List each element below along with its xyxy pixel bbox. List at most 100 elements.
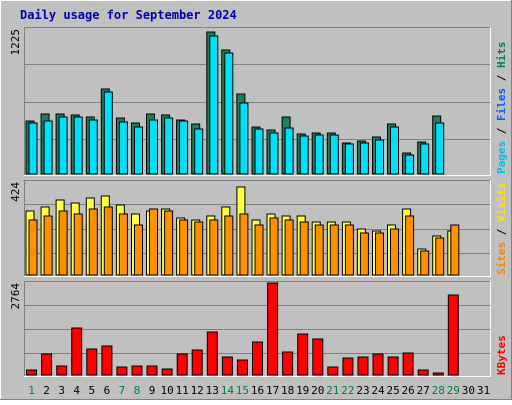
panel-2: 424 Sites / Visits — [9, 180, 508, 277]
bar-sites-day-6 — [103, 206, 113, 276]
x-tick-label-day-2: 2 — [43, 384, 50, 397]
bar-kbytes-day-10 — [161, 368, 173, 376]
x-tick-label-day-15: 15 — [236, 384, 249, 397]
chart-title: Daily usage for September 2024 — [20, 8, 237, 22]
bar-sites-day-21 — [329, 224, 339, 276]
bar-pages-day-23 — [359, 142, 369, 175]
x-tick-label-day-13: 13 — [206, 384, 219, 397]
bar-kbytes-day-11 — [176, 353, 188, 376]
bar-sites-day-9 — [149, 208, 158, 276]
bar-kbytes-day-20 — [312, 338, 324, 376]
bar-sites-day-7 — [118, 213, 128, 276]
bar-pages-day-2 — [43, 120, 53, 175]
x-tick-label-day-7: 7 — [119, 384, 126, 397]
bar-sites-day-5 — [88, 208, 98, 276]
bar-kbytes-day-8 — [131, 365, 143, 376]
legend-hits: Hits — [495, 42, 508, 69]
bar-pages-day-17 — [269, 132, 279, 175]
bar-kbytes-day-17 — [267, 282, 279, 376]
legend-separator: / — [495, 121, 508, 141]
x-tick-label-day-9: 9 — [149, 384, 156, 397]
y-max-label: 424 — [9, 182, 22, 202]
y-max-label: 1225 — [9, 29, 22, 56]
x-tick-label-day-5: 5 — [88, 384, 95, 397]
bar-pages-day-7 — [118, 121, 128, 175]
bar-pages-day-5 — [88, 119, 98, 175]
x-tick-label-day-14: 14 — [221, 384, 235, 397]
x-tick-label-day-6: 6 — [104, 384, 111, 397]
legend-files: Files — [495, 88, 508, 121]
bar-pages-day-10 — [164, 117, 174, 175]
x-tick-label-day-28: 28 — [432, 384, 445, 397]
bar-sites-day-25 — [390, 228, 399, 276]
bar-sites-day-29 — [450, 224, 460, 276]
x-tick-label-day-1: 1 — [28, 384, 35, 397]
panel-3: 2764 KBytes — [9, 281, 508, 377]
bar-pages-day-12 — [194, 128, 204, 175]
bar-sites-day-16 — [254, 224, 264, 276]
bar-sites-day-17 — [269, 217, 279, 276]
right-legend-labels: Pages / Files / Hits — [495, 42, 508, 175]
bar-pages-day-21 — [329, 134, 339, 175]
bar-sites-day-12 — [194, 221, 204, 276]
x-tick-label-day-27: 27 — [417, 384, 430, 397]
x-tick-label-day-4: 4 — [73, 384, 80, 397]
bar-kbytes-day-26 — [402, 352, 414, 376]
bar-pages-day-9 — [149, 119, 158, 175]
bar-kbytes-day-7 — [116, 366, 128, 376]
bar-kbytes-day-29 — [447, 294, 459, 376]
right-legend-labels: KBytes — [495, 335, 508, 375]
legend-kbytes: KBytes — [495, 335, 508, 375]
bar-pages-day-27 — [420, 143, 430, 175]
x-tick-label-day-29: 29 — [447, 384, 460, 397]
bar-kbytes-day-28 — [432, 372, 444, 376]
x-tick-label-day-26: 26 — [401, 384, 414, 397]
bar-sites-day-10 — [164, 210, 174, 276]
bar-pages-day-15 — [239, 102, 249, 175]
legend-separator: / — [495, 68, 508, 88]
bar-sites-day-23 — [359, 232, 369, 276]
bar-sites-day-15 — [239, 213, 249, 276]
x-tick-label-day-10: 10 — [160, 384, 173, 397]
bar-pages-day-6 — [103, 91, 113, 175]
right-legend-labels: Sites / Visits — [495, 182, 508, 275]
bar-kbytes-day-5 — [86, 348, 98, 376]
bar-sites-day-8 — [134, 224, 143, 276]
bar-pages-day-1 — [28, 122, 38, 175]
x-tick-label-day-19: 19 — [296, 384, 309, 397]
x-tick-label-day-16: 16 — [251, 384, 264, 397]
bar-pages-day-11 — [179, 120, 189, 175]
bar-kbytes-day-1 — [26, 369, 37, 376]
bar-sites-day-28 — [435, 237, 445, 276]
x-tick-label-day-21: 21 — [326, 384, 339, 397]
legend-pages: Pages — [495, 141, 508, 174]
x-tick-label-day-3: 3 — [58, 384, 65, 397]
bar-pages-day-25 — [390, 126, 399, 175]
bar-kbytes-day-22 — [342, 357, 354, 376]
bar-pages-day-18 — [284, 127, 294, 175]
bar-sites-day-4 — [73, 213, 83, 276]
bar-sites-day-14 — [224, 215, 234, 276]
bar-pages-day-3 — [58, 116, 68, 175]
bar-kbytes-day-15 — [236, 359, 248, 376]
plot-panels: 1225 Pages / Files / Hits 424 Sites / Visit… — [9, 27, 508, 377]
bar-pages-day-22 — [344, 143, 354, 175]
bar-kbytes-day-21 — [327, 366, 339, 376]
bar-kbytes-day-27 — [417, 369, 429, 376]
x-tick-label-day-20: 20 — [311, 384, 324, 397]
bar-kbytes-day-23 — [357, 356, 369, 376]
bar-kbytes-day-4 — [71, 327, 83, 376]
bar-sites-day-19 — [299, 221, 309, 276]
bar-kbytes-day-6 — [101, 345, 113, 376]
legend-sites: Sites — [495, 242, 508, 275]
bar-kbytes-day-24 — [372, 353, 384, 376]
bar-sites-day-13 — [209, 219, 219, 276]
bar-pages-day-26 — [405, 154, 415, 175]
x-tick-label-day-31: 31 — [477, 384, 490, 397]
bar-pages-day-24 — [375, 139, 384, 175]
bar-kbytes-day-14 — [221, 356, 233, 376]
bar-sites-day-3 — [58, 210, 68, 276]
bar-pages-day-4 — [73, 116, 83, 175]
bar-pages-day-19 — [299, 135, 309, 175]
